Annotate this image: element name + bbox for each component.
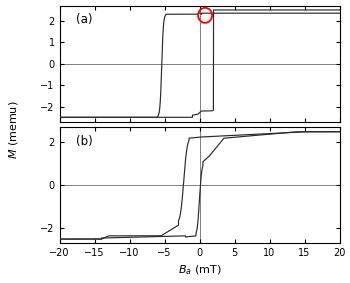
Text: $M$ (memu): $M$ (memu) bbox=[7, 101, 20, 159]
Text: (a): (a) bbox=[76, 13, 93, 26]
Text: (b): (b) bbox=[76, 135, 93, 148]
X-axis label: $B_a$ (mT): $B_a$ (mT) bbox=[178, 264, 221, 277]
